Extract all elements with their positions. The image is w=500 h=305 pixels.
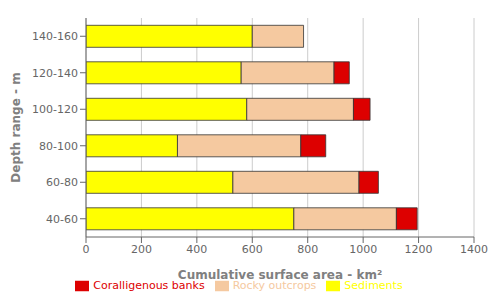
svg-text:800: 800 <box>297 243 318 256</box>
svg-text:200: 200 <box>131 243 152 256</box>
svg-text:400: 400 <box>186 243 207 256</box>
html-text:Coralligenous banks: Coralligenous banks <box>93 279 205 292</box>
svg-text:60-80: 60-80 <box>46 176 78 189</box>
svg-text:1200: 1200 <box>405 243 433 256</box>
svg-text:120-140: 120-140 <box>32 67 78 80</box>
svg-text:600: 600 <box>242 243 263 256</box>
svg-text:Cumulative surface area - km²: Cumulative surface area - km² <box>178 268 382 282</box>
svg-text:100-120: 100-120 <box>32 103 78 116</box>
svg-text:80-100: 80-100 <box>39 140 78 153</box>
svg-text:1400: 1400 <box>460 243 488 256</box>
svg-text:0: 0 <box>83 243 90 256</box>
svg-text:40-60: 40-60 <box>46 213 78 226</box>
svg-text:140-160: 140-160 <box>32 30 78 43</box>
svg-text:1000: 1000 <box>349 243 377 256</box>
html-text:Sediments: Sediments <box>344 279 403 292</box>
svg-text:Depth range - m: Depth range - m <box>9 72 23 182</box>
html-text:Rocky outcrops: Rocky outcrops <box>232 279 317 292</box>
